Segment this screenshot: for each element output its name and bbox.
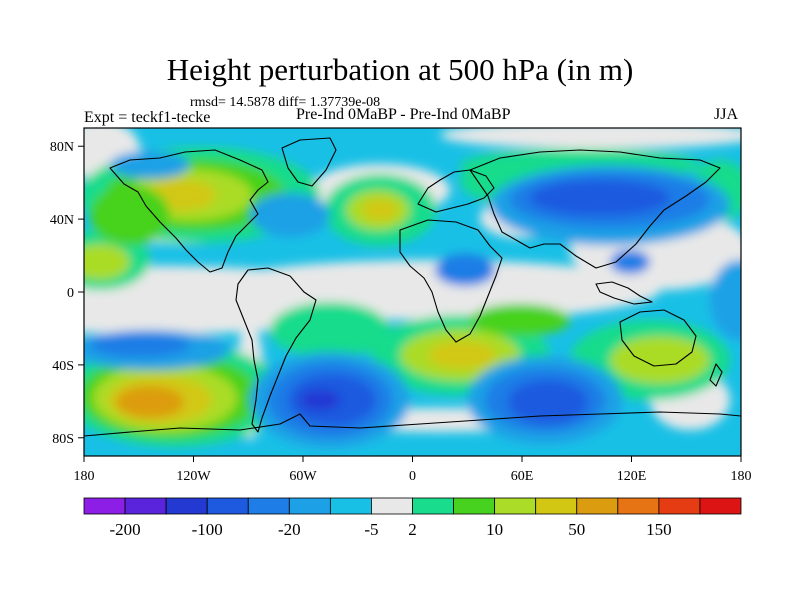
coast-new-zealand [709, 363, 723, 387]
coast-north-america [109, 149, 269, 273]
lat-tick-label: 80N [50, 140, 74, 155]
field-region [530, 180, 670, 216]
field-region [710, 260, 741, 340]
colorbar-label: -100 [192, 520, 223, 539]
colorbar-label: -20 [278, 520, 301, 539]
field-region [362, 199, 398, 221]
colorbar-box [658, 497, 701, 515]
latitude-axis: 80N 40N 0 40S 80S [50, 140, 84, 447]
field-region [250, 193, 330, 237]
colorbar-box [247, 497, 290, 515]
coastlines [84, 137, 741, 437]
field-region [90, 185, 170, 245]
lon-tick-label: 60W [289, 469, 317, 484]
coast-australia [619, 309, 697, 367]
colorbar-label: 150 [646, 520, 672, 539]
coast-africa [399, 219, 503, 343]
comparison-label: Pre-Ind 0MaBP - Pre-Ind 0MaBP [296, 106, 511, 123]
colorbar-label: 2 [408, 520, 417, 539]
field-region [440, 128, 741, 149]
lon-tick-label: 120W [176, 469, 211, 484]
lat-tick-label: 80S [52, 432, 74, 447]
colorbar: -200 -100 -20 -5 2 10 50 150 [83, 497, 742, 539]
colorbar-label: 50 [568, 520, 585, 539]
field-region [610, 250, 650, 274]
plot-title: Height perturbation at 500 hPa (in m) [166, 52, 634, 87]
colorbar-box [165, 497, 208, 515]
colorbar-box [453, 497, 496, 515]
colorbar-label: -200 [109, 520, 140, 539]
field-region [428, 341, 496, 369]
coast-greenland [281, 137, 337, 187]
lon-tick-label: 180 [74, 469, 95, 484]
field-region [508, 380, 588, 424]
stats-line: rmsd= 14.5878 diff= 1.37739e-08 [190, 95, 381, 110]
colorbar-box [412, 497, 454, 515]
colorbar-label: 10 [486, 520, 503, 539]
field-region [470, 304, 570, 336]
lat-tick-label: 40N [50, 213, 74, 228]
colorbar-box [124, 497, 167, 515]
lon-tick-label: 0 [409, 469, 416, 484]
field-region [300, 390, 340, 410]
lat-tick-label: 40S [52, 359, 74, 374]
field-region [610, 336, 710, 384]
colorbar-box [329, 497, 372, 515]
field-region [435, 254, 495, 286]
field-region [270, 302, 390, 358]
coast-south-america [235, 267, 317, 433]
lon-tick-label: 60E [511, 469, 534, 484]
colorbar-box [617, 497, 660, 515]
field-region [110, 151, 190, 179]
colorbar-box [576, 497, 619, 515]
colorbar-label: -5 [364, 520, 378, 539]
coast-antarctica [84, 411, 741, 437]
lon-tick-label: 180 [731, 469, 752, 484]
field-region [116, 386, 184, 418]
lat-tick-label: 0 [67, 286, 74, 301]
coast-indonesia [595, 281, 653, 305]
contour-field [84, 128, 741, 456]
colorbar-box [83, 497, 126, 515]
lon-tick-label: 120E [617, 469, 647, 484]
longitude-axis: 180 120W 60W 0 60E 120E 180 [74, 456, 752, 484]
field-region [90, 333, 190, 357]
coast-europe [417, 169, 495, 213]
colorbar-box [371, 497, 413, 515]
season-label: JJA [714, 106, 739, 123]
colorbar-box [535, 497, 578, 515]
experiment-label: Expt = teckf1-tecke [84, 109, 211, 126]
field-region [84, 244, 130, 280]
colorbar-box [699, 497, 742, 515]
colorbar-box [494, 497, 537, 515]
colorbar-box [288, 497, 331, 515]
coast-asia [469, 149, 721, 269]
colorbar-box [206, 497, 249, 515]
